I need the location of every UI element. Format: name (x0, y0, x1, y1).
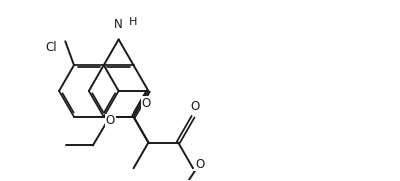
Text: Cl: Cl (46, 41, 57, 54)
Text: O: O (195, 158, 204, 171)
Text: O: O (190, 100, 200, 113)
Text: H: H (128, 18, 137, 28)
Text: O: O (106, 114, 115, 127)
Text: N: N (114, 18, 123, 31)
Text: O: O (142, 97, 151, 110)
